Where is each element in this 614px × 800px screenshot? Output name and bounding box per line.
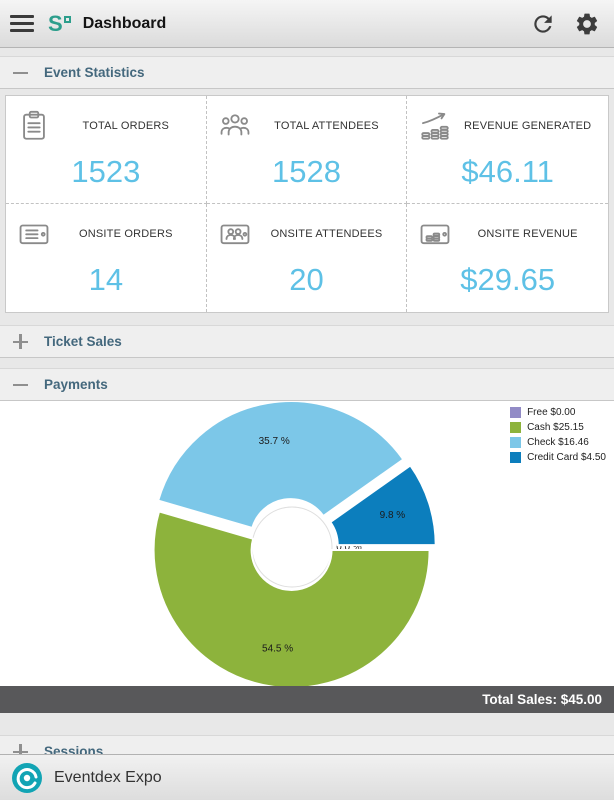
app-logo: S [48,10,71,36]
legend-label: Cash $25.15 [527,422,584,433]
stat-label: ONSITE ORDERS [78,228,173,240]
tablet-coins-icon [415,217,455,251]
current-event-name: Eventdex Expo [54,768,162,786]
stat-card-onsite-orders: ONSITE ORDERS 14 [6,204,207,312]
coins-growth-icon [415,109,455,143]
section-header-ticket-sales[interactable]: Ticket Sales [0,325,614,358]
menu-icon[interactable] [10,15,34,32]
legend-item-cash: Cash $25.15 [510,422,606,433]
stat-value: 14 [88,262,124,297]
stat-card-revenue-generated: REVENUE GENERATED $46.11 [407,96,608,204]
collapse-icon [13,65,28,80]
section-label: Event Statistics [44,65,145,80]
app-logo-square [63,15,71,23]
legend-item-free: Free $0.00 [510,407,606,418]
stat-value: 20 [289,262,324,297]
stat-label: TOTAL ORDERS [82,120,170,132]
legend-swatch [510,422,522,433]
legend-swatch [510,452,522,463]
slice-percent-label: 9.8 % [380,510,406,521]
refresh-icon [534,14,552,33]
section-header-payments[interactable]: Payments [0,368,614,401]
stat-card-onsite-revenue: ONSITE REVENUE $29.65 [407,204,608,312]
stat-label: ONSITE REVENUE [477,228,578,240]
stat-label: REVENUE GENERATED [464,120,592,132]
stat-card-onsite-attendees: ONSITE ATTENDEES 20 [207,204,408,312]
tablet-orders-icon [14,217,54,251]
section-header-event-statistics[interactable]: Event Statistics [0,56,614,89]
stat-value: $46.11 [461,154,554,189]
collapse-icon [13,377,28,392]
pie-slice-credit-card[interactable] [328,464,437,547]
chart-legend: Free $0.00 Cash $25.15 Check $16.46 Cred… [510,407,606,467]
page-title: Dashboard [82,14,167,32]
stat-label: TOTAL ATTENDEES [274,120,379,132]
payments-chart-area: 0.0 % 54.5 % 35.7 % 9.8 % Free $0.00 Cash $… [0,400,614,689]
slice-percent-label: 54.5 % [262,643,293,654]
legend-swatch [510,407,522,418]
section-label: Ticket Sales [44,334,122,349]
legend-item-credit-card: Credit Card $4.50 [510,452,606,463]
stat-card-total-attendees: TOTAL ATTENDEES 1528 [206,96,408,204]
top-bar: S Dashboard [0,0,614,48]
clipboard-icon [14,109,54,143]
expand-icon [13,334,28,349]
gear-icon [576,13,598,34]
legend-swatch [510,437,522,448]
refresh-button[interactable] [526,7,560,41]
total-sales-label: Total Sales: $45.00 [482,692,602,707]
slice-percent-label: 0.0 % [336,542,362,553]
legend-label: Credit Card $4.50 [527,452,606,463]
stat-card-total-orders: TOTAL ORDERS 1523 [6,96,207,204]
stats-panel: TOTAL ORDERS 1523 TOTAL ATTENDEES 1528 R… [5,95,609,313]
stat-value: 1523 [71,154,141,189]
expand-icon [13,744,28,759]
payments-donut-chart[interactable]: 0.0 % 54.5 % 35.7 % 9.8 % [0,400,614,689]
eventdex-logo-icon [12,762,42,793]
pie-slice-check[interactable] [156,400,405,530]
pie-slice-cash[interactable] [152,510,431,689]
legend-label: Check $16.46 [527,437,589,448]
donut-hole [251,506,333,588]
people-group-icon [215,109,255,143]
stat-label: ONSITE ATTENDEES [270,228,383,240]
section-label: Payments [44,377,108,392]
legend-label: Free $0.00 [527,407,576,418]
settings-button[interactable] [570,7,604,41]
total-sales-bar: Total Sales: $45.00 [0,686,614,713]
stat-value: 1528 [272,154,341,189]
tablet-people-icon [215,217,255,251]
app-logo-letter: S [48,10,63,36]
stat-value: $29.65 [460,262,556,297]
slice-percent-label: 35.7 % [259,436,290,447]
event-selector-bar[interactable]: Eventdex Expo [0,754,614,800]
legend-item-check: Check $16.46 [510,437,606,448]
